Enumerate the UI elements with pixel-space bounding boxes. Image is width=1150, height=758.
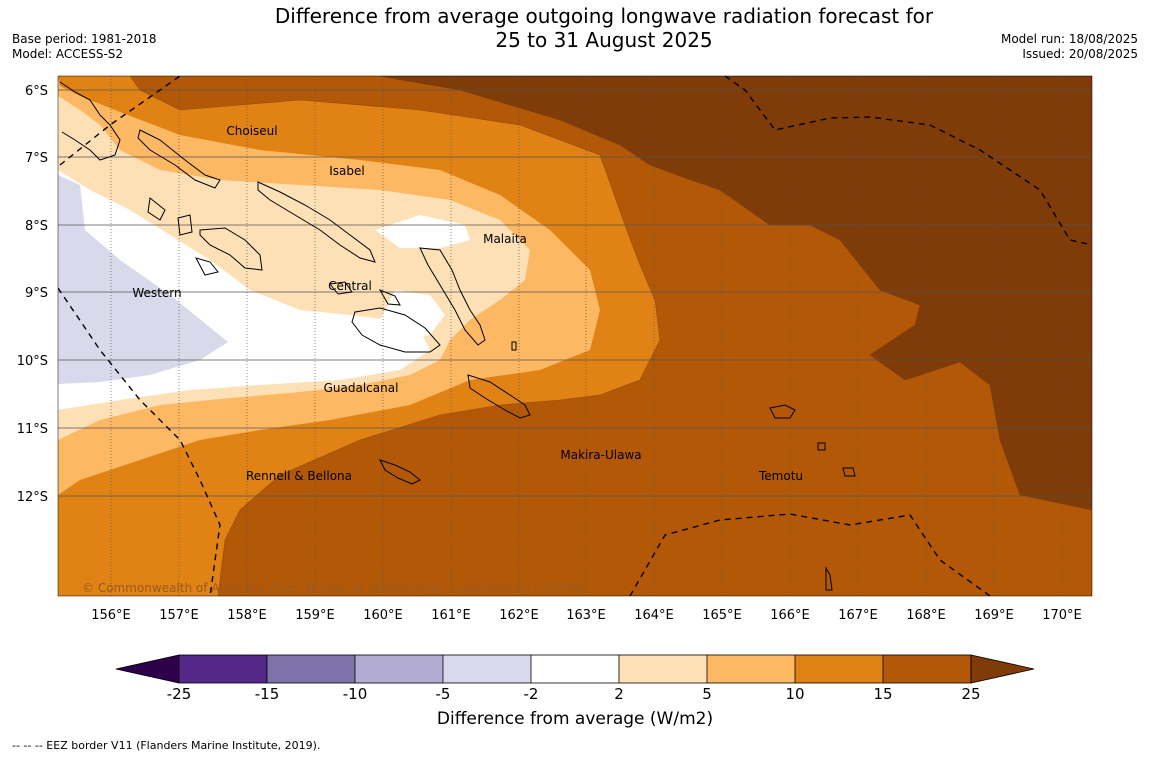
eez-footnote: -- -- -- EEZ border V11 (Flanders Marine… [12,739,321,752]
lon-label: 157°E [159,608,199,623]
lon-label: 156°E [91,608,131,623]
lon-label: 159°E [295,608,335,623]
colorbar-swatch [531,655,619,683]
lon-label: 161°E [431,608,471,623]
copyright-text: © Commonwealth of Australia 2025, Bureau… [82,581,587,595]
colorbar-swatch [883,655,971,683]
colorbar-swatch [443,655,531,683]
colorbar-label: -15 [255,685,280,700]
lat-label: 6°S [25,84,48,99]
colorbar-swatch [355,655,443,683]
colorbar-swatch [619,655,707,683]
colorbar-label: 25 [961,685,980,700]
lon-label: 165°E [702,608,742,623]
region-label-choiseul: Choiseul [226,124,277,138]
title-line-2: 25 to 31 August 2025 [495,28,713,52]
lat-label: 9°S [25,286,48,301]
title-line-1: Difference from average outgoing longwav… [274,4,934,28]
region-label-rennell-bellona: Rennell & Bellona [246,469,352,483]
colorbar-label: 5 [702,685,712,700]
lon-label: 167°E [838,608,878,623]
meta-left: Base period: 1981-2018 Model: ACCESS-S2 [12,32,157,62]
colorbar-frame [178,654,972,684]
colorbar-swatch [795,655,883,683]
map-frame [57,75,1093,597]
eez-border [58,76,1092,596]
lon-label: 158°E [227,608,267,623]
colorbar-swatch [707,655,795,683]
colorbar-label: 10 [785,685,804,700]
colorbar-label: 15 [873,685,892,700]
band-over-25 [380,76,1092,510]
contour-lines [129,76,1092,596]
colorbar-title: Difference from average (W/m2) [436,709,714,729]
model-name: Model: ACCESS-S2 [12,47,124,61]
lat-tick-labels: 6°S 7°S 8°S 9°S 10°S 11°S 12°S [17,84,48,505]
lat-label: 8°S [25,219,48,234]
colorbar: -25 -15 -10 -5 -2 2 5 10 15 25 [115,654,1035,700]
region-label-isabel: Isabel [329,164,364,178]
meta-right: Model run: 18/08/2025 Issued: 20/08/2025 [1001,32,1138,62]
lon-label: 162°E [499,608,539,623]
colorbar-label: -25 [167,685,192,700]
region-label-temotu: Temotu [758,469,803,483]
map-field: Choiseul Isabel Malaita Central Western … [58,76,1092,596]
colorbar-swatch [179,655,267,683]
colorbar-label: -2 [524,685,539,700]
colorbar-label: -10 [343,685,368,700]
coastlines [59,81,856,591]
lon-label: 164°E [634,608,674,623]
colorbar-under-arrow [115,654,180,684]
region-labels: Choiseul Isabel Malaita Central Western … [132,124,803,483]
band-neutral-c [380,290,445,340]
issued-date: Issued: 20/08/2025 [1022,47,1138,61]
model-run: Model run: 18/08/2025 [1000,32,1138,46]
region-label-malaita: Malaita [483,232,527,246]
base-period: Base period: 1981-2018 [12,32,157,46]
map-svg: Choiseul Isabel Malaita Central Western … [17,75,1093,700]
region-label-western: Western [132,286,181,300]
colorbar-labels: -25 -15 -10 -5 -2 2 5 10 15 25 [167,685,981,700]
lon-label: 168°E [906,608,946,623]
colorbar-swatch [267,655,355,683]
region-label-guadalcanal: Guadalcanal [324,381,399,395]
lon-tick-labels: 156°E 157°E 158°E 159°E 160°E 161°E 162°… [91,608,1082,623]
colorbar-over-arrow [970,654,1035,684]
lon-label: 163°E [566,608,606,623]
lat-label: 10°S [17,354,48,369]
band-minus5-minus2 [58,175,228,384]
colorbar-dividers [266,655,884,683]
lon-label: 169°E [974,608,1014,623]
lon-label: 170°E [1042,608,1082,623]
region-label-central: Central [328,279,372,293]
band-neutral-b [375,215,470,248]
colorbar-label: 2 [614,685,624,700]
region-label-makira-ulawa: Makira-Ulawa [560,448,641,462]
lat-label: 7°S [25,151,48,166]
lat-label: 12°S [17,490,48,505]
chart-title: Difference from average outgoing longwav… [0,4,1150,52]
lon-label: 160°E [363,608,403,623]
lon-label: 166°E [770,608,810,623]
colorbar-label: -5 [436,685,451,700]
graticule-lat [58,89,1092,497]
lat-label: 11°S [17,422,48,437]
